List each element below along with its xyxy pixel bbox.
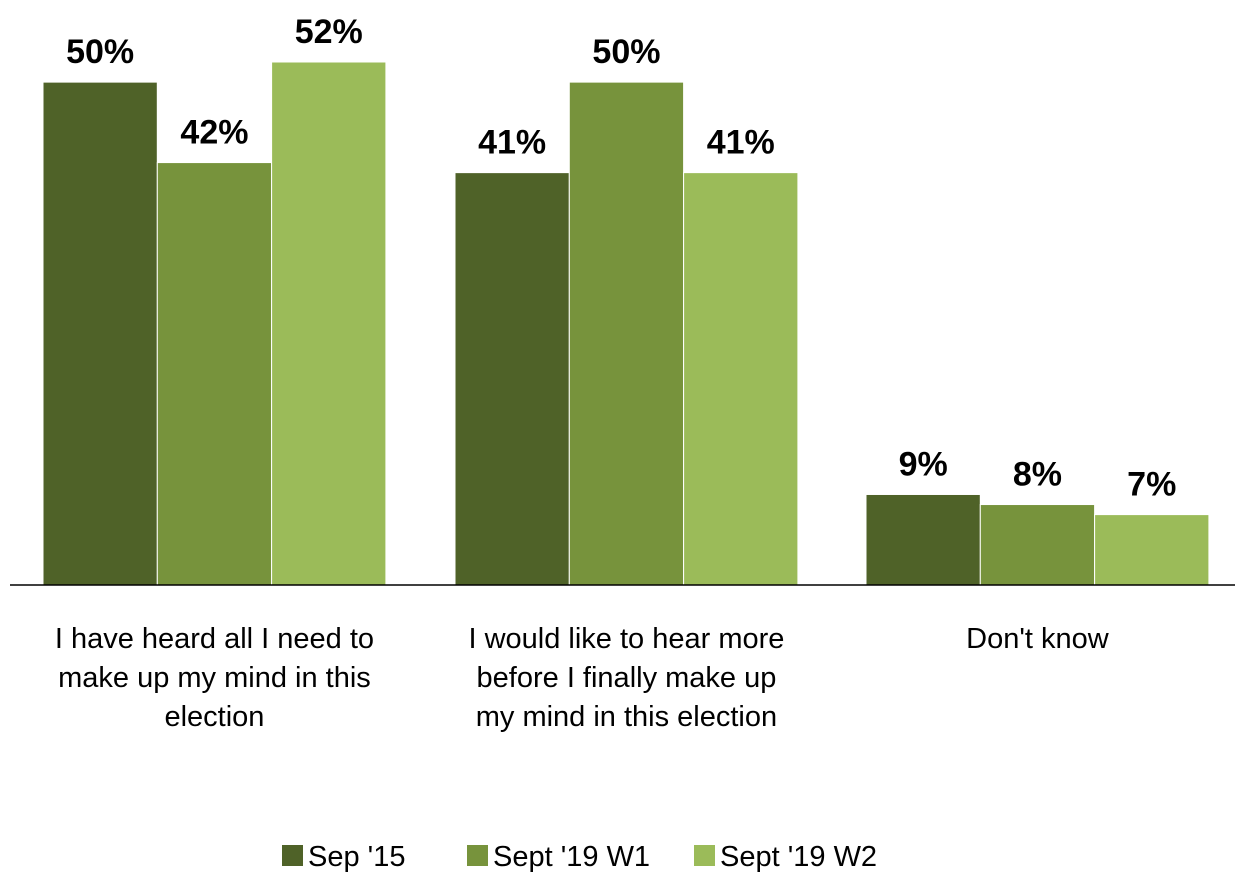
data-label-series-3-category-2: 41%	[707, 124, 775, 162]
legend-item-2: Sept '19 W1	[467, 841, 650, 872]
data-label-series-1-category-2: 41%	[478, 124, 546, 162]
category-label-2-line-2: before I finally make up	[477, 662, 777, 694]
category-label-2-line-3: my mind in this election	[476, 701, 777, 733]
category-label-1-line-3: election	[164, 701, 264, 733]
legend-item-1: Sep '15	[282, 841, 405, 872]
data-label-series-2-category-3: 8%	[1013, 456, 1062, 494]
data-label-series-2-category-2: 50%	[592, 33, 660, 71]
legend-label-1: Sep '15	[308, 841, 405, 872]
category-label-3-line-1: Don't know	[966, 623, 1110, 655]
category-label-1: I have heard all I need to make up my min…	[55, 623, 374, 733]
bar-series-2-category-2	[568, 81, 685, 586]
legend-label-3: Sept '19 W2	[720, 841, 877, 872]
bar-series-3-category-3	[1094, 514, 1210, 586]
category-label-2: I would like to hear more before I finall…	[468, 623, 784, 733]
legend-swatch-3	[694, 845, 715, 866]
bar-series-2-category-1	[156, 162, 273, 586]
category-label-1-line-1: I have heard all I need to	[55, 623, 374, 655]
bar-series-3-category-2	[683, 172, 799, 586]
bar-series-1-category-1	[42, 81, 158, 586]
category-labels-layer: I have heard all I need to make up my min…	[55, 623, 1110, 733]
bar-series-3-category-1	[271, 61, 387, 586]
legend-item-3: Sept '19 W2	[694, 841, 877, 872]
value-labels-layer: 50% 41% 9% 42% 50% 8% 52% 41% 7%	[66, 13, 1176, 504]
category-label-1-line-2: make up my mind in this	[58, 662, 371, 694]
category-label-2-line-1: I would like to hear more	[468, 623, 784, 655]
bar-series-2-category-3	[979, 504, 1096, 586]
data-label-series-1-category-3: 9%	[899, 445, 948, 483]
bar-series-1-category-3	[865, 493, 981, 586]
legend-swatch-2	[467, 845, 488, 866]
legend-label-2: Sept '19 W1	[493, 841, 650, 872]
bar-series-1-category-2	[454, 172, 570, 586]
legend: Sep '15 Sept '19 W1 Sept '19 W2	[282, 841, 877, 872]
legend-swatch-1	[282, 845, 303, 866]
data-label-series-3-category-1: 52%	[295, 13, 363, 51]
data-label-series-1-category-1: 50%	[66, 33, 134, 71]
bars-layer	[42, 61, 1210, 586]
data-label-series-3-category-3: 7%	[1127, 466, 1176, 504]
data-label-series-2-category-1: 42%	[180, 114, 248, 152]
category-label-3: Don't know	[966, 623, 1110, 655]
